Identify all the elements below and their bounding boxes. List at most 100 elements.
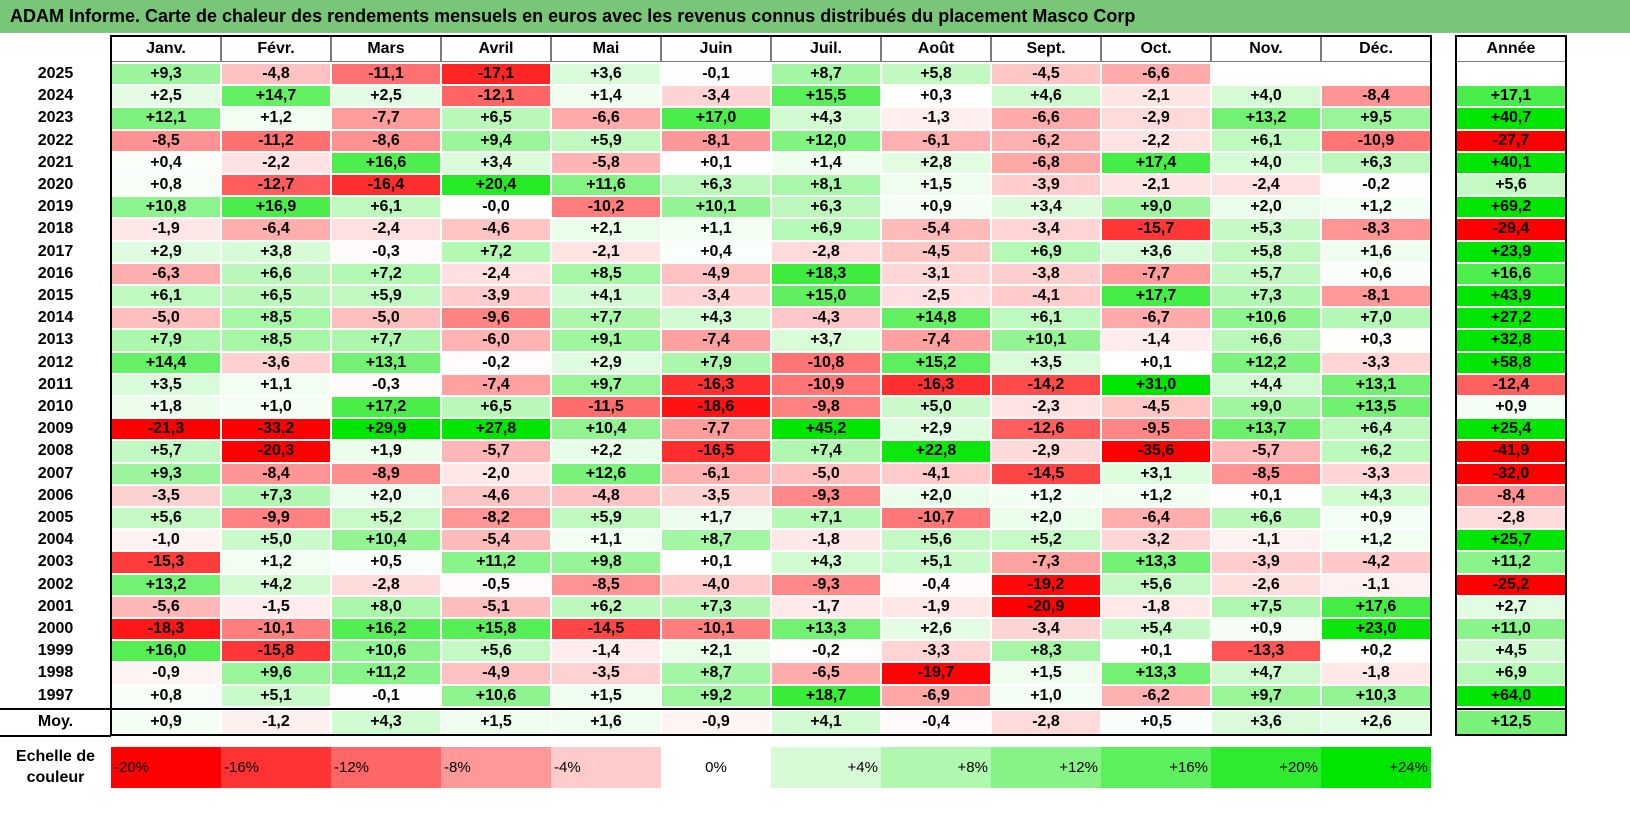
heatmap-cell: +4,0: [1211, 151, 1321, 174]
heatmap-cell: +2,5: [111, 85, 221, 108]
heatmap-cell: -0,2: [771, 640, 881, 663]
heatmap-cell: -5,0: [111, 307, 221, 330]
month-header: Mars: [331, 36, 441, 62]
heatmap-cell: +1,2: [221, 107, 331, 130]
heatmap-cell: -5,4: [881, 218, 991, 241]
heatmap-cell: +20,4: [441, 174, 551, 197]
heatmap-cell: +2,9: [881, 418, 991, 441]
heatmap-cell: -7,4: [881, 329, 991, 352]
heatmap-cell: +16,0: [111, 640, 221, 663]
heatmap-cell: +1,2: [991, 484, 1101, 507]
heatmap-cell: +7,5: [1211, 595, 1321, 618]
color-scale-swatch: +20%: [1211, 746, 1321, 788]
heatmap-cell: -5,8: [551, 151, 661, 174]
heatmap-cell: +2,0: [331, 484, 441, 507]
heatmap-cell: +5,2: [331, 507, 441, 530]
heatmap-cell: +5,0: [881, 396, 991, 419]
heatmap-cell: -6,8: [991, 151, 1101, 174]
annual-cell: +27,2: [1456, 307, 1566, 330]
annual-cell: +16,6: [1456, 262, 1566, 285]
heatmap-cell: +0,4: [661, 240, 771, 263]
year-label: 2006: [37, 486, 74, 504]
heatmap-cell: -8,1: [1321, 285, 1431, 308]
heatmap-cell: +13,3: [1101, 662, 1211, 685]
heatmap-cell: -6,4: [1101, 507, 1211, 530]
heatmap-cell: -6,7: [1101, 307, 1211, 330]
heatmap-cell: +9,7: [551, 373, 661, 396]
year-label: 2020: [37, 176, 74, 194]
heatmap-cell: -2,4: [331, 218, 441, 241]
heatmap-cell: +6,9: [771, 218, 881, 241]
heatmap-cell: -10,9: [1321, 129, 1431, 152]
heatmap-cell: -1,9: [881, 595, 991, 618]
color-scale-swatch: -8%: [441, 746, 551, 788]
heatmap-cell: -6,6: [991, 107, 1101, 130]
color-scale-label-line1: Echelle de: [15, 748, 96, 766]
heatmap-cell: +6,6: [1211, 507, 1321, 530]
heatmap-cell: +6,6: [221, 262, 331, 285]
heatmap-cell: -2,9: [1101, 107, 1211, 130]
heatmap-cell: +3,5: [111, 373, 221, 396]
year-label: 2012: [37, 353, 74, 371]
heatmap-cell: +1,1: [551, 529, 661, 552]
heatmap-cell: +4,7: [1211, 662, 1321, 685]
heatmap-cell: +5,1: [221, 684, 331, 707]
heatmap-cell: +2,9: [111, 240, 221, 263]
heatmap-cell: +1,4: [551, 85, 661, 108]
heatmap-cell: -11,2: [221, 129, 331, 152]
month-header: Févr.: [221, 36, 331, 62]
heatmap-cell: -1,1: [1321, 573, 1431, 596]
heatmap-cell: +31,0: [1101, 373, 1211, 396]
heatmap-cell: -7,7: [331, 107, 441, 130]
heatmap-cell: +5,7: [111, 440, 221, 463]
heatmap-cell: +16,9: [221, 196, 331, 219]
heatmap-cell: +4,3: [1321, 484, 1431, 507]
heatmap-cell: +10,4: [331, 529, 441, 552]
color-scale-swatch: +16%: [1101, 746, 1211, 788]
year-label: 2005: [37, 509, 74, 527]
annual-cell: +64,0: [1456, 684, 1566, 707]
heatmap-cell: -6,2: [991, 129, 1101, 152]
heatmap-cell: +3,5: [991, 351, 1101, 374]
heatmap-cell: +8,0: [331, 595, 441, 618]
color-scale-swatch: -20%: [111, 746, 221, 788]
heatmap-cell: +7,9: [111, 329, 221, 352]
heatmap-cell: +6,2: [1321, 440, 1431, 463]
heatmap-cell: +10,4: [551, 418, 661, 441]
annual-average-separator: [1456, 707, 1566, 710]
average-cell: +1,5: [441, 709, 551, 735]
color-scale-swatch: +8%: [881, 746, 991, 788]
average-bottom-line: [0, 734, 111, 737]
heatmap-cell: -35,6: [1101, 440, 1211, 463]
heatmap-cell: +0,9: [881, 196, 991, 219]
heatmap-cell: -8,1: [661, 129, 771, 152]
heatmap-cell: +17,7: [1101, 285, 1211, 308]
heatmap-cell: -15,8: [221, 640, 331, 663]
heatmap-cell: +4,3: [771, 551, 881, 574]
heatmap-cell: +4,3: [771, 107, 881, 130]
heatmap-cell: -0,2: [441, 351, 551, 374]
heatmap-cell: -1,8: [771, 529, 881, 552]
heatmap-cell: -18,6: [661, 396, 771, 419]
title-bar: ADAM Informe. Carte de chaleur des rende…: [0, 0, 1630, 33]
heatmap-cell: -3,4: [661, 85, 771, 108]
heatmap-cell: -12,7: [221, 174, 331, 197]
heatmap-cell: +9,3: [111, 63, 221, 86]
annual-cell: +43,9: [1456, 285, 1566, 308]
heatmap-cell: -4,8: [221, 63, 331, 86]
heatmap-cell: +10,6: [1211, 307, 1321, 330]
heatmap-cell: -12,6: [991, 418, 1101, 441]
heatmap-cell: +1,5: [881, 174, 991, 197]
heatmap-cell: +1,8: [111, 396, 221, 419]
heatmap-cell: -20,3: [221, 440, 331, 463]
heatmap-cell: +18,7: [771, 684, 881, 707]
heatmap-cell: +3,6: [1101, 240, 1211, 263]
heatmap-cell: +9,8: [551, 551, 661, 574]
year-label: 2008: [37, 442, 74, 460]
heatmap-cell: -6,6: [1101, 63, 1211, 86]
heatmap-cell: -12,1: [441, 85, 551, 108]
average-cell: -0,9: [661, 709, 771, 735]
heatmap-cell: -1,4: [551, 640, 661, 663]
heatmap-cell: +2,1: [551, 218, 661, 241]
heatmap-cell: -3,9: [1211, 551, 1321, 574]
